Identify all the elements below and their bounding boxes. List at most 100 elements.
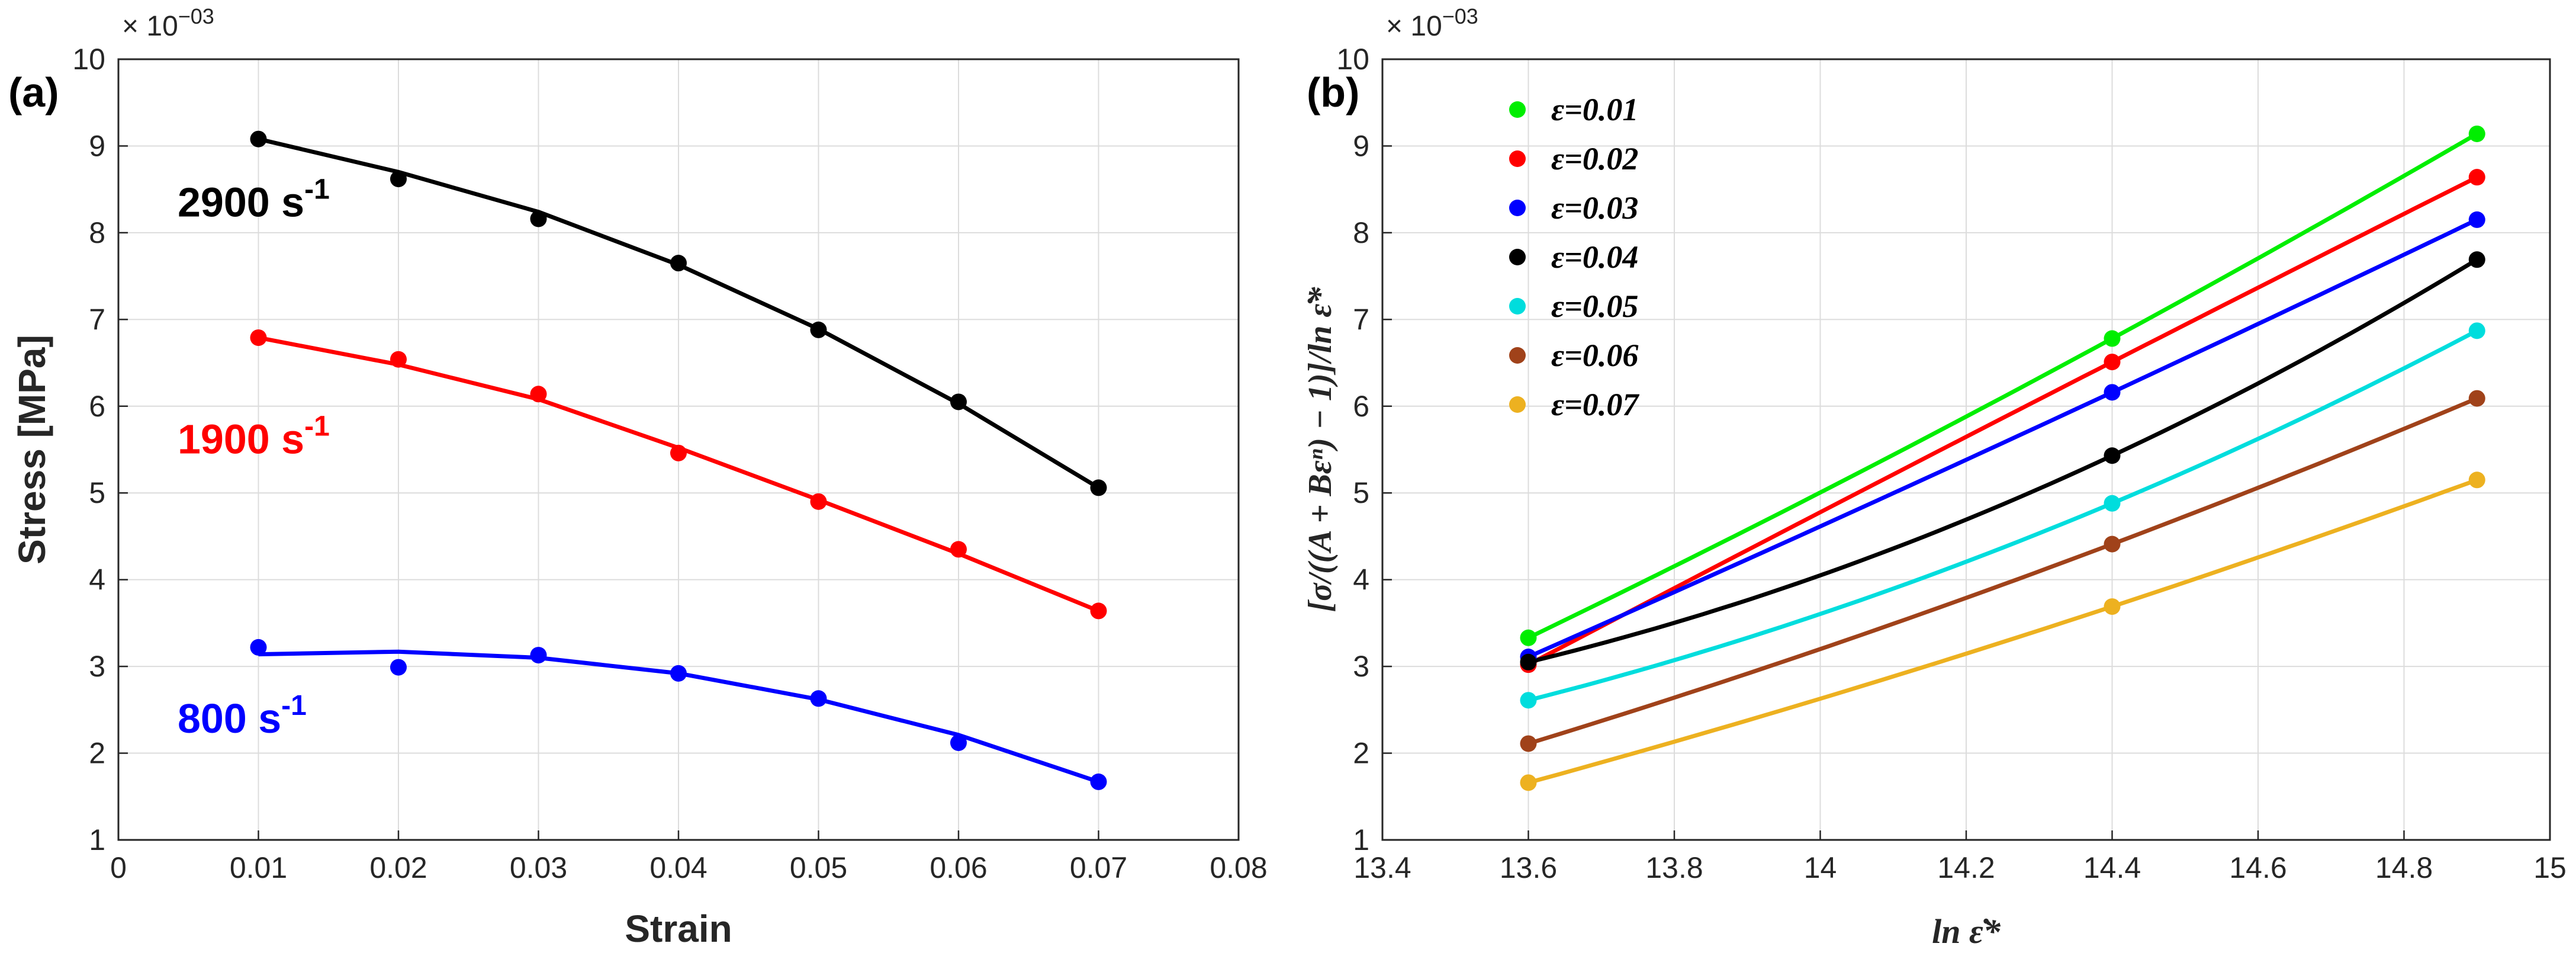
x-tick-label: 0.03 <box>510 851 567 884</box>
labels-b: × 10−03 (b) ln ε̇* [σ/((A + Bεⁿ) − 1)]/ln ε… <box>1302 4 2001 951</box>
axis-exponent-label: × 10−03 <box>1386 4 1478 42</box>
x-tick-label: 13.6 <box>1500 851 1557 884</box>
axis-exponent-label: × 10−03 <box>122 4 214 42</box>
x-tick-label: 0.04 <box>649 851 707 884</box>
series-label-text: 800 s <box>178 695 281 742</box>
data-point <box>2468 251 2485 268</box>
y-tick-label: 4 <box>89 563 105 596</box>
axes-box-a <box>117 58 1240 841</box>
y-axis-title: Stress [MPa] <box>11 335 53 564</box>
fit-curve <box>1527 478 2478 785</box>
data-point <box>2104 598 2121 615</box>
data-points-b <box>1520 125 2485 791</box>
y-tick-label: 10 <box>1336 43 1369 76</box>
fit-curve <box>1527 217 2478 659</box>
data-point <box>810 690 827 707</box>
data-point <box>2468 322 2485 339</box>
data-point <box>530 647 547 664</box>
fit-curve <box>1527 329 2478 702</box>
legend-label: ε=0.03 <box>1551 190 1638 226</box>
data-point <box>1090 479 1107 496</box>
data-point <box>950 393 967 410</box>
x-tick-label: 0.08 <box>1210 851 1267 884</box>
panel-a: 0 0.01 0.02 0.03 0.04 0.05 0.06 0.07 0.08 1 2 3 4 5 6 7… <box>8 4 1268 950</box>
series-label-superscript: -1 <box>281 690 307 721</box>
x-tick-label: 14 <box>1804 851 1837 884</box>
legend-marker <box>1509 347 1526 364</box>
y-tick-label: 7 <box>1353 303 1369 336</box>
y-tick-label: 10 <box>72 43 105 76</box>
x-tick-label: 13.4 <box>1353 851 1411 884</box>
y-tick-label: 9 <box>89 129 105 162</box>
y-tick-label: 2 <box>1353 737 1369 770</box>
x-tick-label: 0.01 <box>230 851 287 884</box>
data-point <box>2468 211 2485 228</box>
data-point <box>810 321 827 338</box>
panel-label: (b) <box>1307 69 1359 116</box>
fit-curve <box>1527 396 2478 746</box>
fit-curve <box>1527 131 2478 640</box>
y-tick-label: 1 <box>89 823 105 856</box>
data-point <box>390 351 407 368</box>
x-tick-label: 0 <box>110 851 127 884</box>
tick-labels-a: 0 0.01 0.02 0.03 0.04 0.05 0.06 0.07 0.08 1 2 3 4 5 6 7… <box>72 43 1267 884</box>
y-tick-label: 3 <box>1353 650 1369 683</box>
legend-label: ε=0.01 <box>1551 92 1638 127</box>
x-tick-label: 14.4 <box>2083 851 2141 884</box>
x-tick-label: 0.02 <box>369 851 427 884</box>
legend-marker <box>1509 396 1526 413</box>
legend-marker <box>1509 101 1526 118</box>
x-tick-label: 0.05 <box>790 851 847 884</box>
y-tick-label: 8 <box>1353 216 1369 249</box>
data-point <box>950 541 967 558</box>
fit-curve <box>1527 175 2478 667</box>
series-label: 800 s-1 <box>178 690 307 742</box>
x-tick-label: 14.2 <box>1937 851 1995 884</box>
axes-box-b <box>1381 58 2551 841</box>
data-point <box>250 639 267 656</box>
legend-marker <box>1509 298 1526 315</box>
series-label-text: 2900 s <box>178 179 304 226</box>
legend-label: ε=0.04 <box>1551 239 1638 275</box>
x-tick-label: 13.8 <box>1645 851 1703 884</box>
data-point <box>390 659 407 676</box>
y-tick-label: 3 <box>89 650 105 683</box>
data-point <box>530 210 547 227</box>
data-point <box>1090 773 1107 790</box>
y-tick-label: 2 <box>89 737 105 770</box>
data-point <box>2104 495 2121 512</box>
x-tick-label: 14.6 <box>2229 851 2286 884</box>
data-point <box>2468 471 2485 489</box>
data-point <box>2104 384 2121 401</box>
data-point <box>810 493 827 510</box>
legend-marker <box>1509 249 1526 265</box>
axis-exponent-power: −03 <box>1442 4 1478 28</box>
x-tick-label: 0.06 <box>930 851 987 884</box>
data-point <box>530 386 547 403</box>
y-tick-label: 7 <box>89 303 105 336</box>
y-tick-label: 5 <box>1353 476 1369 509</box>
x-axis-title: ln ε̇* <box>1932 912 2001 951</box>
data-point <box>1090 602 1107 620</box>
data-point <box>2468 390 2485 407</box>
data-point <box>2104 535 2121 553</box>
data-point <box>1520 774 1537 791</box>
legend-label: ε=0.06 <box>1551 338 1638 373</box>
data-point <box>2104 330 2121 347</box>
fit-curves-b <box>1527 131 2478 785</box>
data-point <box>250 329 267 347</box>
y-tick-label: 9 <box>1353 129 1369 162</box>
x-tick-label: 0.07 <box>1070 851 1127 884</box>
data-point <box>1520 629 1537 646</box>
axis-exponent-power: −03 <box>178 4 214 28</box>
y-tick-label: 8 <box>89 216 105 249</box>
series-label-text: 1900 s <box>178 416 304 462</box>
data-point <box>1520 653 1537 671</box>
x-tick-label: 14.8 <box>2375 851 2433 884</box>
data-point <box>670 444 687 461</box>
axis-exponent-base: × 10 <box>1386 11 1442 42</box>
legend-label: ε=0.02 <box>1551 141 1638 177</box>
axis-exponent-base: × 10 <box>122 11 178 42</box>
series-label-superscript: -1 <box>304 174 330 206</box>
